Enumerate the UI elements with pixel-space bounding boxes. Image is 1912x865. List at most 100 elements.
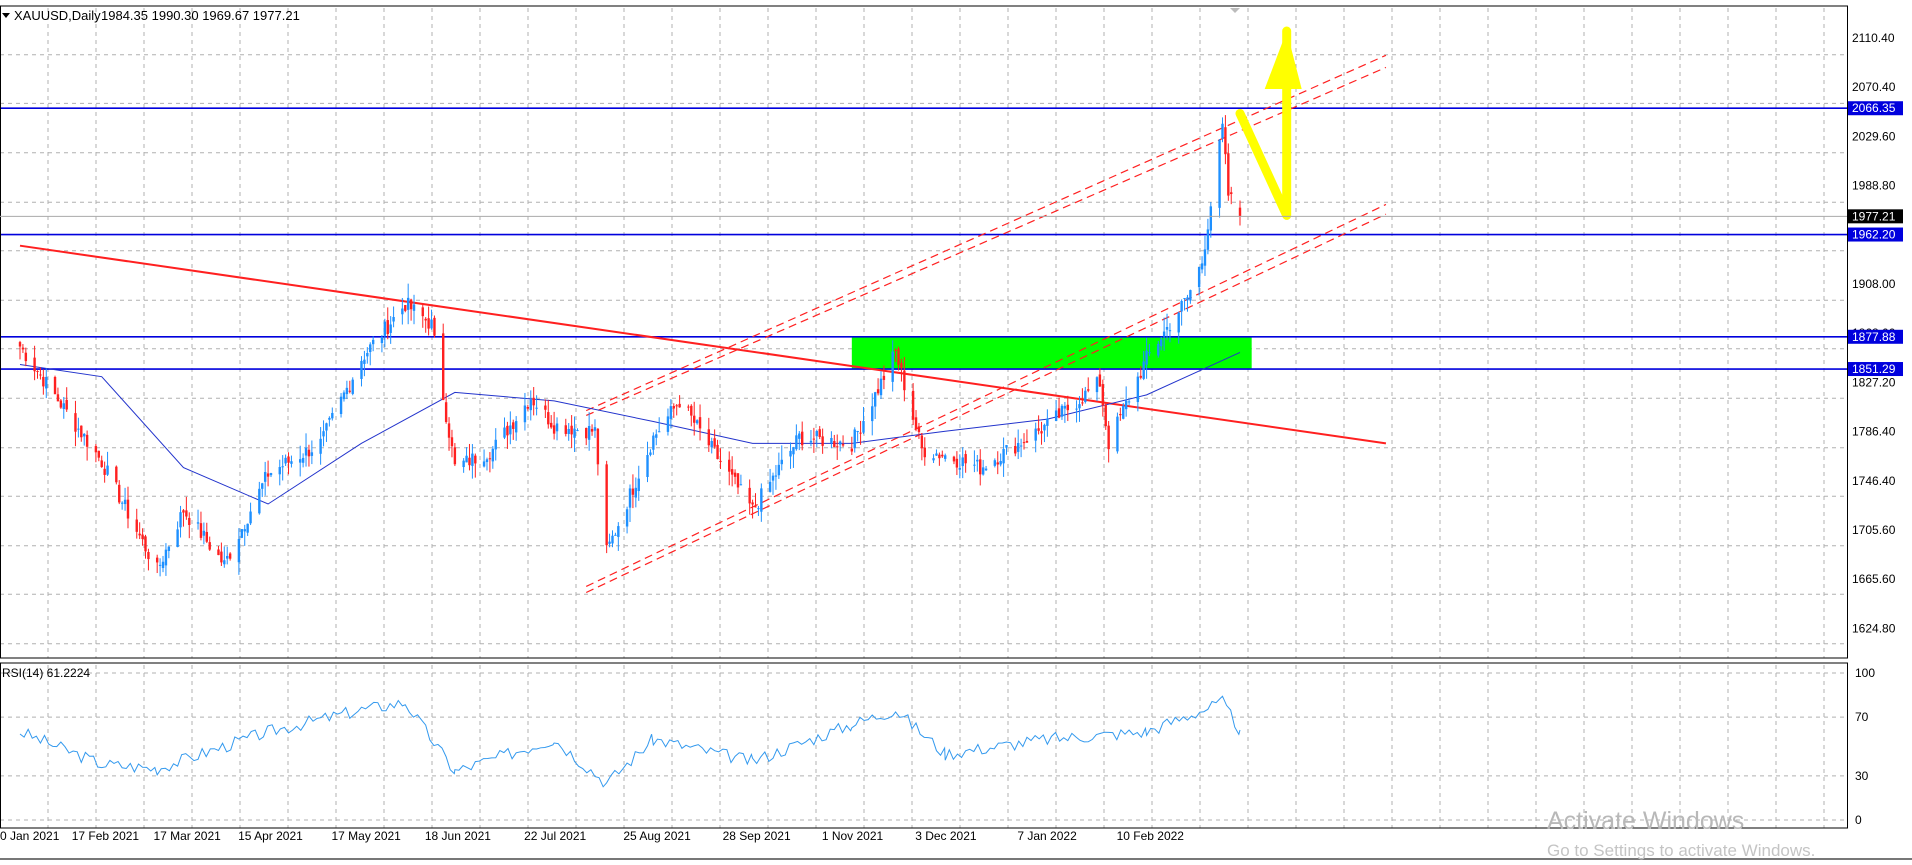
candle-body <box>596 428 600 465</box>
candle-body <box>77 428 80 430</box>
candle-body <box>657 431 661 433</box>
candle-body <box>371 339 375 345</box>
candle-body <box>217 549 220 556</box>
trendline-solid[interactable] <box>19 244 1387 445</box>
candle-body <box>1019 445 1023 447</box>
horizontal-levels[interactable] <box>0 107 1847 370</box>
arrow-head-icon[interactable] <box>1264 31 1302 90</box>
level-price-tag[interactable] <box>1848 101 1903 116</box>
supply-zone[interactable] <box>851 336 1252 370</box>
candle-body <box>976 459 979 462</box>
candle-body <box>1107 425 1110 450</box>
rsi-tick-label: 100 <box>1855 666 1875 680</box>
candle-body <box>59 400 63 408</box>
level-price-tag[interactable] <box>1848 227 1903 242</box>
supply-zone-rect[interactable] <box>851 336 1252 370</box>
candle-body <box>1034 428 1037 441</box>
candle-body <box>1183 298 1186 300</box>
candle-body <box>360 360 363 379</box>
candle-body <box>952 456 956 462</box>
candle-body <box>386 320 389 335</box>
candle-body <box>614 534 617 536</box>
candle-body <box>1197 266 1201 288</box>
candle-body <box>155 557 159 563</box>
date-tick-label: 1 Nov 2021 <box>822 829 884 843</box>
candle-body <box>339 396 343 414</box>
candle-body <box>471 453 474 466</box>
candle-body <box>941 454 944 457</box>
level-price-tag[interactable] <box>1848 329 1903 344</box>
candle-body <box>713 438 716 447</box>
price-tick-label: 1988.80 <box>1852 179 1896 193</box>
candle-body <box>587 426 591 440</box>
candle-body <box>258 488 261 514</box>
candle-body <box>771 475 775 481</box>
candle-body <box>442 333 445 401</box>
rsi-label: RSI(14) 61.2224 <box>2 666 90 680</box>
candle-body <box>196 522 200 524</box>
candle-body <box>278 467 281 475</box>
candle-body <box>1087 389 1090 391</box>
candle-body <box>424 318 427 321</box>
candle-body <box>1063 405 1067 409</box>
candle-body <box>1060 405 1064 417</box>
candle-body <box>646 455 649 478</box>
candle-body <box>301 457 305 463</box>
candle-body <box>202 530 206 536</box>
channel-line[interactable] <box>585 66 1387 417</box>
candle-body <box>573 428 576 438</box>
annotation-arrow[interactable] <box>1235 26 1302 220</box>
candle-body <box>45 376 48 389</box>
candle-body <box>39 374 42 376</box>
candle-body <box>444 402 448 423</box>
candle-body <box>873 392 877 407</box>
moving-average <box>19 351 1241 505</box>
candle-body <box>733 472 737 477</box>
shift-marker-icon[interactable] <box>1230 8 1240 13</box>
candle-body <box>185 510 188 517</box>
candle-body <box>748 487 751 504</box>
candle-body <box>984 468 988 471</box>
candle-body <box>307 449 311 457</box>
trendlines[interactable] <box>19 54 1387 594</box>
candle-body <box>1139 375 1142 378</box>
candle-body <box>999 461 1002 465</box>
channel-line[interactable] <box>585 54 1387 412</box>
candle-body <box>693 415 696 423</box>
candle-body <box>1084 390 1087 402</box>
candle-body <box>319 438 322 454</box>
channel-line[interactable] <box>585 213 1387 594</box>
date-tick-label: 17 May 2021 <box>331 829 401 843</box>
rsi-line <box>19 695 1241 788</box>
candle-body <box>958 467 962 470</box>
candle-body <box>366 352 369 357</box>
candle-body <box>850 448 854 452</box>
header: XAUUSD,Daily 1984.35 1990.30 1969.67 197… <box>2 8 300 680</box>
candle-body <box>433 317 436 336</box>
candle-body <box>1104 404 1107 427</box>
candle-body <box>838 441 842 445</box>
candle-body <box>322 431 325 437</box>
candle-body <box>944 455 947 459</box>
candle-body <box>65 399 68 410</box>
candle-body <box>695 420 699 424</box>
price-tick-label: 1624.80 <box>1852 621 1896 635</box>
candle-body <box>1078 404 1081 409</box>
candle-body <box>450 437 454 447</box>
candle-body <box>1075 408 1078 410</box>
candle-body <box>567 428 570 435</box>
candle-body <box>853 429 856 449</box>
dropdown-icon[interactable] <box>2 13 10 18</box>
candle-body <box>167 546 171 551</box>
level-price-tag[interactable] <box>1848 362 1903 377</box>
candle-body <box>100 460 103 468</box>
arrow-stroke[interactable] <box>1235 26 1292 220</box>
channel-line[interactable] <box>585 203 1387 587</box>
candle-body <box>1016 442 1020 452</box>
candle-body <box>1005 445 1008 448</box>
candle-body <box>494 439 497 450</box>
candle-body <box>205 531 208 542</box>
rsi-panel-border <box>0 662 1848 829</box>
